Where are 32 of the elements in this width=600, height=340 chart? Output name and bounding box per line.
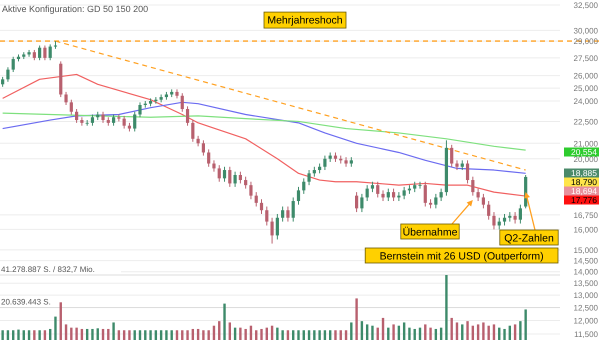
text: 17,776	[571, 195, 598, 205]
annotation: Q2-Zahlen	[504, 232, 554, 244]
text: 18,694	[571, 186, 598, 196]
ref-line-label: Mehrjahreshoch	[267, 14, 343, 27]
y-tick-label: 21,000	[574, 139, 599, 148]
y-tick-label: 14,000	[574, 268, 599, 277]
annotation: Bernstein mit 26 USD (Outperform)	[380, 250, 544, 262]
y-tick-label: 15,000	[574, 246, 599, 255]
y-tick-label: 11,500	[574, 330, 599, 339]
ref-line-label: 41.278.887 S. / 832,7 Mio.	[1, 265, 95, 274]
y-tick-label: 16,000	[574, 225, 599, 234]
y-tick-label: 13,500	[574, 279, 599, 288]
y-tick-label: 14,500	[574, 256, 599, 266]
y-tick-label: 12,500	[574, 304, 599, 313]
chart-title: Aktive Konfiguration: GD 50 150 200	[2, 4, 148, 14]
text: 20,554	[571, 147, 598, 157]
y-tick-label: 22,500	[574, 117, 599, 126]
y-tick-label: 24,000	[574, 97, 599, 106]
y-tick-label: 32,500	[574, 1, 599, 10]
text: 18,885	[571, 168, 598, 178]
annotation: Übernahme	[402, 226, 458, 238]
y-tick-label: 27,500	[574, 54, 599, 63]
y-tick-label: 30,000	[574, 26, 599, 36]
y-tick-label: 25,000	[574, 84, 599, 94]
y-tick-label: 13,000	[574, 291, 599, 300]
y-tick-label: 20,000	[574, 154, 599, 164]
y-tick-label: 26,000	[574, 72, 599, 81]
ref-line-label: 20.639.443 S.	[1, 298, 51, 306]
y-tick-label: 29,000	[574, 37, 599, 46]
text: 18,790	[571, 177, 598, 187]
y-tick-label: 16,750	[574, 210, 599, 220]
y-tick-label: 12,000	[574, 316, 599, 326]
